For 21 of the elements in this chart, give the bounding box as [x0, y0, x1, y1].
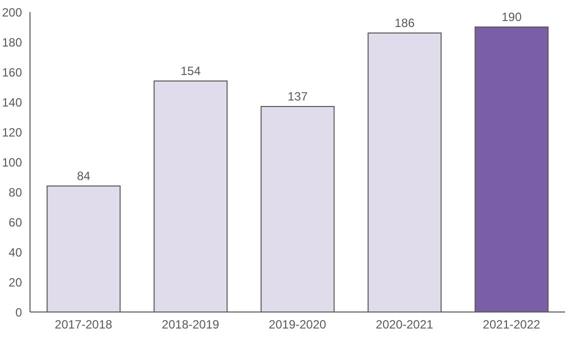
y-tick-label: 40 [8, 245, 22, 260]
y-tick-label: 60 [8, 215, 22, 230]
y-tick-label: 0 [15, 305, 22, 320]
y-tick-label: 20 [8, 275, 22, 290]
y-tick-label: 100 [2, 155, 22, 170]
y-tick-label: 140 [2, 95, 22, 110]
data-label: 154 [180, 64, 201, 78]
y-tick-label: 80 [8, 185, 22, 200]
data-label: 137 [288, 90, 308, 104]
y-tick-label: 180 [2, 35, 22, 50]
y-tick-label: 120 [2, 125, 22, 140]
x-tick-label: 2020-2021 [376, 318, 434, 332]
data-label: 190 [502, 10, 522, 24]
x-tick-label: 2019-2020 [268, 318, 327, 332]
y-tick-label: 200 [2, 5, 22, 20]
x-tick-label: 2017-2018 [54, 318, 113, 332]
data-label: 84 [76, 169, 91, 183]
y-tick-label: 160 [2, 65, 22, 80]
data-label: 186 [394, 16, 415, 30]
x-tick-label: 2021-2022 [482, 318, 541, 332]
x-tick-label: 2018-2019 [162, 318, 220, 332]
